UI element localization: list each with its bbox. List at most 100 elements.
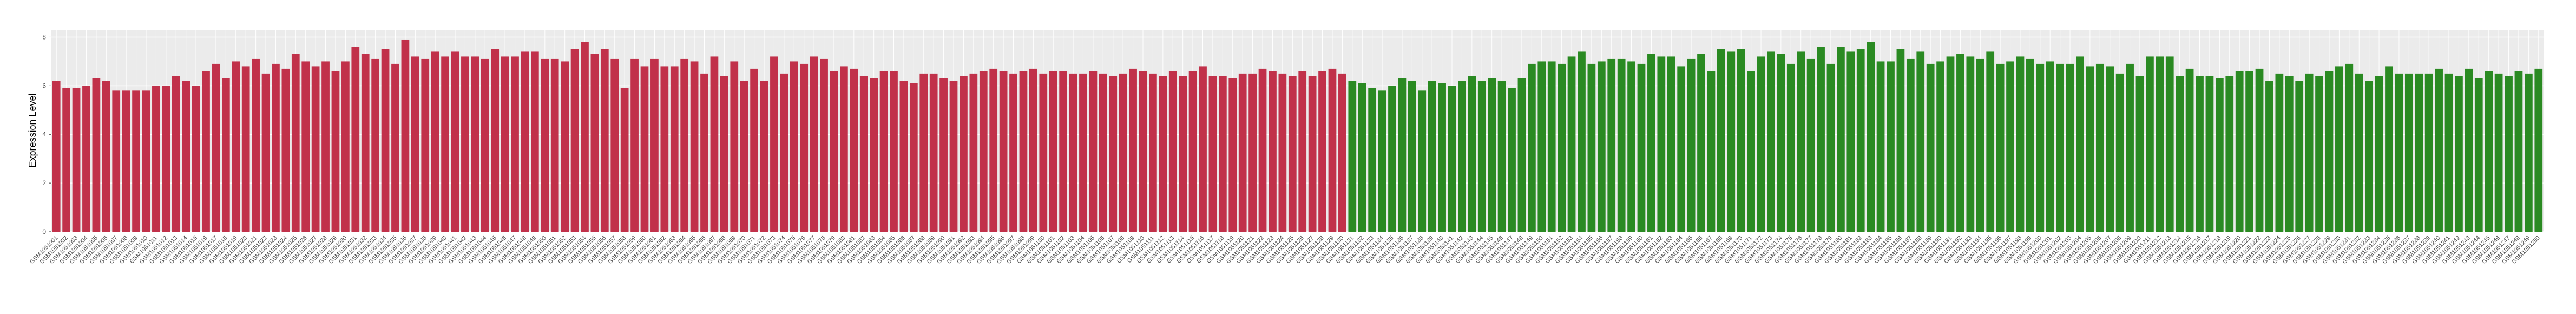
bar xyxy=(1168,71,1177,232)
bar xyxy=(1936,61,1944,232)
bar xyxy=(1318,71,1326,232)
bar xyxy=(2285,76,2294,232)
bar xyxy=(1707,71,1716,232)
bar xyxy=(1049,71,1057,232)
bar xyxy=(2355,73,2363,232)
bar xyxy=(760,81,768,232)
bar xyxy=(550,58,559,232)
bar xyxy=(132,90,140,232)
bar xyxy=(2066,63,2074,232)
bar xyxy=(1687,58,1696,232)
bar xyxy=(899,81,908,232)
bar xyxy=(2474,78,2483,232)
bar xyxy=(72,88,81,232)
bar xyxy=(1278,73,1287,232)
bar xyxy=(2315,76,2323,232)
bar xyxy=(52,81,61,232)
bar xyxy=(1657,56,1666,232)
bar xyxy=(890,71,898,232)
bar xyxy=(411,56,419,232)
bar xyxy=(541,58,549,232)
bar xyxy=(1856,49,1865,232)
bar xyxy=(1627,61,1635,232)
bar xyxy=(451,51,459,232)
bar xyxy=(481,58,489,232)
bar xyxy=(879,71,888,232)
bar xyxy=(640,66,649,232)
bar xyxy=(2424,73,2433,232)
bar xyxy=(1208,76,1217,232)
bar xyxy=(710,56,719,232)
bar xyxy=(142,90,150,232)
bar xyxy=(850,68,858,232)
bar xyxy=(870,78,878,232)
bar xyxy=(2435,68,2443,232)
bar xyxy=(521,51,529,232)
bar xyxy=(2395,73,2403,232)
bar xyxy=(1607,58,1616,232)
bar xyxy=(570,49,579,232)
bar xyxy=(2076,56,2084,232)
bar xyxy=(1926,63,1935,232)
bar xyxy=(2404,73,2413,232)
bar xyxy=(2305,73,2314,232)
bar xyxy=(351,47,360,232)
bar xyxy=(471,56,479,232)
bar xyxy=(511,56,519,232)
bar xyxy=(2095,63,2104,232)
bar xyxy=(501,56,509,232)
bar xyxy=(2465,68,2473,232)
bar xyxy=(600,49,609,232)
bar xyxy=(1587,63,1596,232)
bar xyxy=(1558,63,1566,232)
bar xyxy=(949,81,958,232)
bar xyxy=(2046,61,2054,232)
bar xyxy=(212,63,220,232)
bar xyxy=(252,58,260,232)
bar xyxy=(2245,71,2253,232)
bar xyxy=(1258,68,1267,232)
bar xyxy=(1717,49,1725,232)
bar xyxy=(1188,71,1197,232)
bar xyxy=(2165,56,2174,232)
bar xyxy=(281,68,290,232)
bar xyxy=(531,51,539,232)
bar xyxy=(740,81,748,232)
bar xyxy=(1218,76,1227,232)
bar xyxy=(1996,63,2005,232)
bar xyxy=(1438,83,1446,232)
bar xyxy=(441,56,449,232)
bar xyxy=(62,88,70,232)
bar xyxy=(291,54,300,232)
bar xyxy=(1946,56,1955,232)
bar xyxy=(2086,66,2094,232)
bar xyxy=(321,61,330,232)
bar xyxy=(102,81,110,232)
bar xyxy=(1029,68,1037,232)
bar xyxy=(610,58,619,232)
bar xyxy=(750,68,758,232)
bar xyxy=(272,63,280,232)
bar xyxy=(790,61,798,232)
bar xyxy=(780,73,788,232)
bar xyxy=(1039,73,1048,232)
bar xyxy=(1308,76,1317,232)
bar xyxy=(1069,73,1077,232)
bar xyxy=(1867,42,1875,232)
bar xyxy=(1757,56,1765,232)
bar xyxy=(1617,58,1626,232)
bar xyxy=(431,51,439,232)
bar xyxy=(2494,73,2503,232)
bar xyxy=(1537,61,1546,232)
bar xyxy=(581,42,589,232)
bar xyxy=(2415,73,2423,232)
bar xyxy=(1228,78,1237,232)
bar xyxy=(1817,47,1825,232)
bar xyxy=(331,71,340,232)
bar xyxy=(401,39,410,232)
bar xyxy=(1767,51,1775,232)
bar xyxy=(2006,61,2014,232)
bar xyxy=(1238,73,1247,232)
bar xyxy=(590,54,599,232)
bar xyxy=(1737,49,1745,232)
